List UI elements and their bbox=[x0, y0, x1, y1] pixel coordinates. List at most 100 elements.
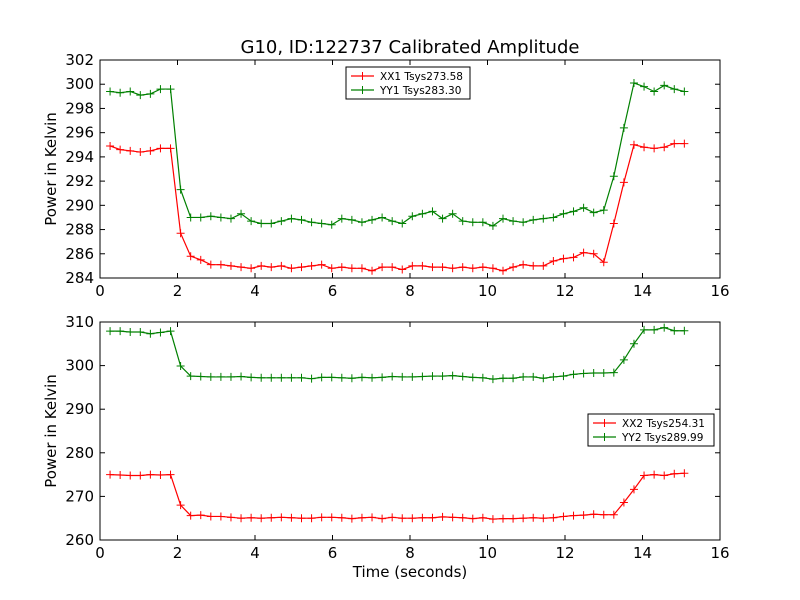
data-point bbox=[368, 215, 377, 224]
data-point bbox=[317, 260, 326, 269]
data-point bbox=[166, 85, 175, 94]
legend: XX1 Tsys273.58 YY1 Tsys283.30 bbox=[345, 66, 471, 100]
data-point bbox=[619, 178, 628, 187]
data-point bbox=[206, 372, 215, 381]
data-point bbox=[539, 514, 548, 523]
data-point bbox=[357, 218, 366, 227]
data-point bbox=[368, 373, 377, 382]
data-point bbox=[519, 372, 528, 381]
data-point bbox=[458, 372, 467, 381]
x-tick-label: 4 bbox=[250, 282, 260, 300]
y-tick-label: 290 bbox=[65, 400, 94, 418]
data-point bbox=[186, 511, 195, 520]
data-point bbox=[478, 513, 487, 522]
data-point bbox=[368, 513, 377, 522]
data-point bbox=[166, 327, 175, 336]
data-point bbox=[640, 325, 649, 334]
data-point bbox=[599, 206, 608, 215]
data-point bbox=[337, 513, 346, 522]
data-point bbox=[549, 513, 558, 522]
data-point bbox=[368, 266, 377, 275]
series-line-bottom-1 bbox=[110, 327, 685, 380]
legend-label: XX2 Tsys254.31 bbox=[622, 418, 705, 430]
data-point bbox=[468, 218, 477, 227]
y-tick-label: 286 bbox=[65, 245, 94, 263]
data-point bbox=[599, 258, 608, 267]
data-point bbox=[438, 512, 447, 521]
data-point bbox=[599, 510, 608, 519]
data-point bbox=[267, 373, 276, 382]
data-point bbox=[509, 217, 518, 226]
data-point bbox=[478, 218, 487, 227]
data-point bbox=[529, 261, 538, 270]
data-point bbox=[619, 498, 628, 507]
data-point bbox=[216, 260, 225, 269]
y-tick-label: 292 bbox=[65, 172, 94, 190]
data-point bbox=[418, 261, 427, 270]
data-point bbox=[660, 143, 669, 152]
data-point bbox=[619, 355, 628, 364]
data-point bbox=[206, 212, 215, 221]
data-point bbox=[237, 209, 246, 218]
data-point bbox=[307, 514, 316, 523]
data-point bbox=[569, 511, 578, 520]
y-tick-label: 284 bbox=[65, 269, 94, 287]
legend-box bbox=[587, 413, 715, 447]
data-point bbox=[519, 514, 528, 523]
data-point bbox=[247, 513, 256, 522]
data-point bbox=[458, 263, 467, 272]
data-point bbox=[287, 513, 296, 522]
data-point bbox=[206, 260, 215, 269]
data-point bbox=[196, 255, 205, 264]
data-point bbox=[317, 219, 326, 228]
data-point bbox=[499, 514, 507, 523]
data-point bbox=[146, 329, 155, 338]
x-tick-label: 14 bbox=[633, 282, 652, 300]
data-point bbox=[670, 85, 679, 94]
data-point bbox=[488, 264, 497, 273]
data-point bbox=[448, 209, 457, 218]
data-point bbox=[629, 140, 638, 149]
data-point bbox=[388, 513, 397, 522]
x-tick-label: 2 bbox=[173, 544, 183, 562]
x-tick-label: 0 bbox=[95, 544, 105, 562]
y-tick-label: 300 bbox=[65, 75, 94, 93]
data-point bbox=[116, 145, 125, 154]
data-point bbox=[226, 261, 235, 270]
data-point bbox=[297, 514, 306, 523]
legend-marker bbox=[358, 86, 367, 94]
data-point bbox=[428, 263, 437, 272]
data-point bbox=[589, 510, 598, 519]
data-point bbox=[629, 79, 638, 88]
x-tick-label: 6 bbox=[328, 544, 338, 562]
data-point bbox=[499, 374, 507, 383]
data-point bbox=[176, 185, 185, 194]
data-point bbox=[468, 264, 477, 273]
data-point bbox=[226, 513, 235, 522]
data-point bbox=[549, 257, 558, 266]
data-point bbox=[106, 87, 115, 96]
data-point bbox=[539, 374, 548, 383]
data-point bbox=[680, 469, 689, 478]
y-tick-label: 302 bbox=[65, 51, 94, 69]
data-point bbox=[327, 373, 336, 382]
data-point bbox=[307, 218, 316, 227]
data-point bbox=[186, 372, 195, 381]
x-tick-label: 4 bbox=[250, 544, 260, 562]
data-point bbox=[347, 514, 356, 523]
data-point bbox=[680, 326, 689, 335]
legend: XX2 Tsys254.31 YY2 Tsys289.99 bbox=[587, 413, 715, 447]
x-tick-label: 10 bbox=[478, 544, 497, 562]
data-point bbox=[136, 328, 145, 337]
data-point bbox=[549, 213, 558, 222]
data-point bbox=[297, 263, 306, 272]
data-point bbox=[650, 144, 659, 153]
y-axis-label: Power in Kelvin bbox=[42, 112, 60, 226]
x-tick-label: 16 bbox=[710, 282, 729, 300]
x-tick-label: 14 bbox=[633, 544, 652, 562]
data-point bbox=[317, 373, 326, 382]
data-point bbox=[327, 264, 336, 273]
x-tick-label: 12 bbox=[555, 544, 574, 562]
data-point bbox=[629, 485, 638, 494]
data-point bbox=[509, 374, 518, 383]
